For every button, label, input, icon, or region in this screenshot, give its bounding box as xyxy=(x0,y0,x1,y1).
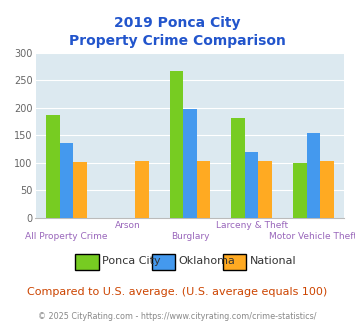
Bar xyxy=(245,152,258,218)
Bar xyxy=(307,133,320,218)
Text: Ponca City: Ponca City xyxy=(102,256,161,266)
Bar xyxy=(183,109,197,218)
Bar xyxy=(293,163,307,218)
Bar xyxy=(258,161,272,218)
Bar xyxy=(73,162,87,218)
Bar xyxy=(231,118,245,218)
Text: National: National xyxy=(249,256,296,266)
Bar xyxy=(46,115,60,218)
Bar xyxy=(197,161,210,218)
Bar xyxy=(320,161,334,218)
Bar xyxy=(135,161,148,218)
Bar xyxy=(60,143,73,218)
Bar xyxy=(170,71,183,218)
Text: Oklahoma: Oklahoma xyxy=(178,256,235,266)
Text: Compared to U.S. average. (U.S. average equals 100): Compared to U.S. average. (U.S. average … xyxy=(27,287,328,297)
Text: 2019 Ponca City: 2019 Ponca City xyxy=(114,16,241,30)
Text: © 2025 CityRating.com - https://www.cityrating.com/crime-statistics/: © 2025 CityRating.com - https://www.city… xyxy=(38,312,317,321)
Text: Property Crime Comparison: Property Crime Comparison xyxy=(69,34,286,48)
